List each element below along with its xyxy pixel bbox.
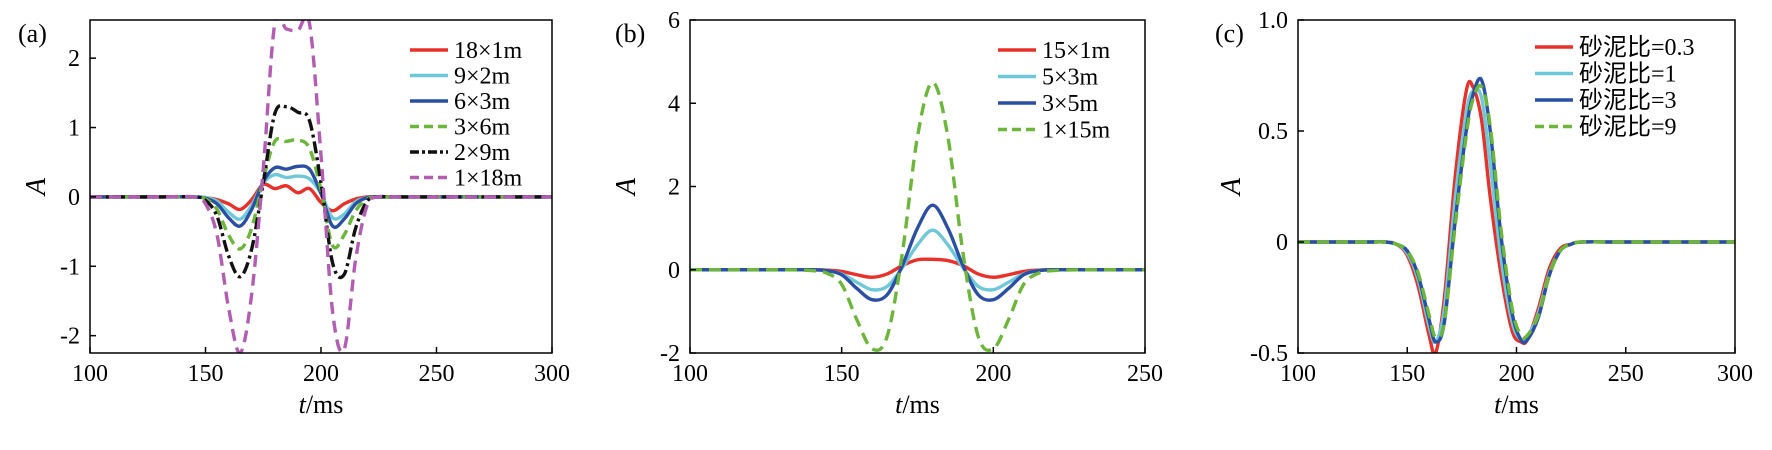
x-tick-label: 150 [824, 361, 860, 387]
series-group [90, 20, 552, 353]
y-tick-label: 6 [668, 8, 680, 34]
x-axis-label: t/ms [1494, 390, 1539, 419]
legend-label: 5×3m [1042, 65, 1099, 91]
x-tick-label: 300 [534, 361, 570, 387]
x-tick-label: 100 [1280, 361, 1316, 387]
x-tick-label: 150 [1389, 361, 1425, 387]
series-line-4 [690, 80, 1145, 353]
x-tick-label: 300 [1717, 361, 1753, 387]
legend-label: 砂泥比=0.3 [1579, 34, 1695, 61]
legend-label: 3×5m [1042, 91, 1099, 117]
y-tick-label: -0.5 [1250, 341, 1288, 367]
x-axis-label: t/ms [299, 390, 344, 419]
series-group [690, 80, 1145, 353]
y-tick-label: 0.5 [1258, 119, 1288, 145]
panel-label: (a) [18, 19, 47, 48]
legend-label: 3×6m [454, 115, 511, 141]
chart-panel-1: 100 150 200 250 300 -2 -1 0 1 2 (a) t/ms A 18×1m9×2m6… [18, 19, 570, 419]
legend-label: 18×1m [454, 38, 523, 64]
y-tick-label: 1.0 [1258, 8, 1288, 34]
legend-label: 砂泥比=1 [1579, 61, 1677, 88]
legend: 18×1m9×2m6×3m3×6m2×9m1×18m [410, 38, 523, 192]
legend: 15×1m5×3m3×5m1×15m [998, 38, 1111, 144]
y-tick-label: 0 [668, 258, 680, 284]
x-axis-label: t/ms [895, 390, 940, 419]
y-tick-label: 2 [68, 46, 80, 72]
x-tick-label: 250 [1127, 361, 1163, 387]
x-tick-label: 250 [419, 361, 455, 387]
x-tick-label: 200 [303, 361, 339, 387]
legend-label: 2×9m [454, 140, 511, 166]
series-line-4 [90, 136, 552, 251]
y-tick-label: -2 [660, 341, 680, 367]
legend-label: 砂泥比=3 [1579, 87, 1677, 114]
legend-label: 砂泥比=9 [1579, 114, 1677, 141]
y-axis-label: A [21, 177, 52, 197]
y-tick-label: -2 [60, 324, 80, 350]
x-tick-label: 100 [672, 361, 708, 387]
legend-label: 1×15m [1042, 118, 1111, 144]
y-axis-label: A [611, 177, 642, 197]
panel-label: (c) [1215, 19, 1244, 48]
chart-panel-2: 100 150 200 250 -2 0 2 4 6 (b) t/ms A 15×1m5×3m3×5m1… [611, 8, 1163, 419]
y-tick-label: 1 [68, 116, 80, 142]
x-tick-label: 200 [1499, 361, 1535, 387]
y-tick-label: 4 [668, 91, 680, 117]
x-tick-label: 250 [1608, 361, 1644, 387]
legend-label: 6×3m [454, 89, 511, 115]
series-group [1298, 76, 1735, 353]
series-line-4 [1298, 83, 1735, 340]
x-tick-label: 150 [188, 361, 224, 387]
series-line-3 [690, 203, 1145, 302]
y-tick-label: -1 [60, 254, 80, 280]
y-tick-label: 0 [68, 185, 80, 211]
chart-panel-3: 100 150 200 250 300 -0.5 0 0.5 1.0 (c) t/ms A 砂泥比=0.… [1215, 8, 1753, 419]
x-tick-label: 100 [72, 361, 108, 387]
panel-label: (b) [615, 19, 645, 48]
y-tick-label: 2 [668, 175, 680, 201]
legend-label: 1×18m [454, 166, 523, 192]
y-axis-label: A [1216, 177, 1247, 197]
series-line-6 [90, 20, 552, 353]
legend-label: 15×1m [1042, 38, 1111, 64]
y-tick-label: 0 [1276, 230, 1288, 256]
legend-label: 9×2m [454, 64, 511, 90]
x-tick-label: 200 [975, 361, 1011, 387]
